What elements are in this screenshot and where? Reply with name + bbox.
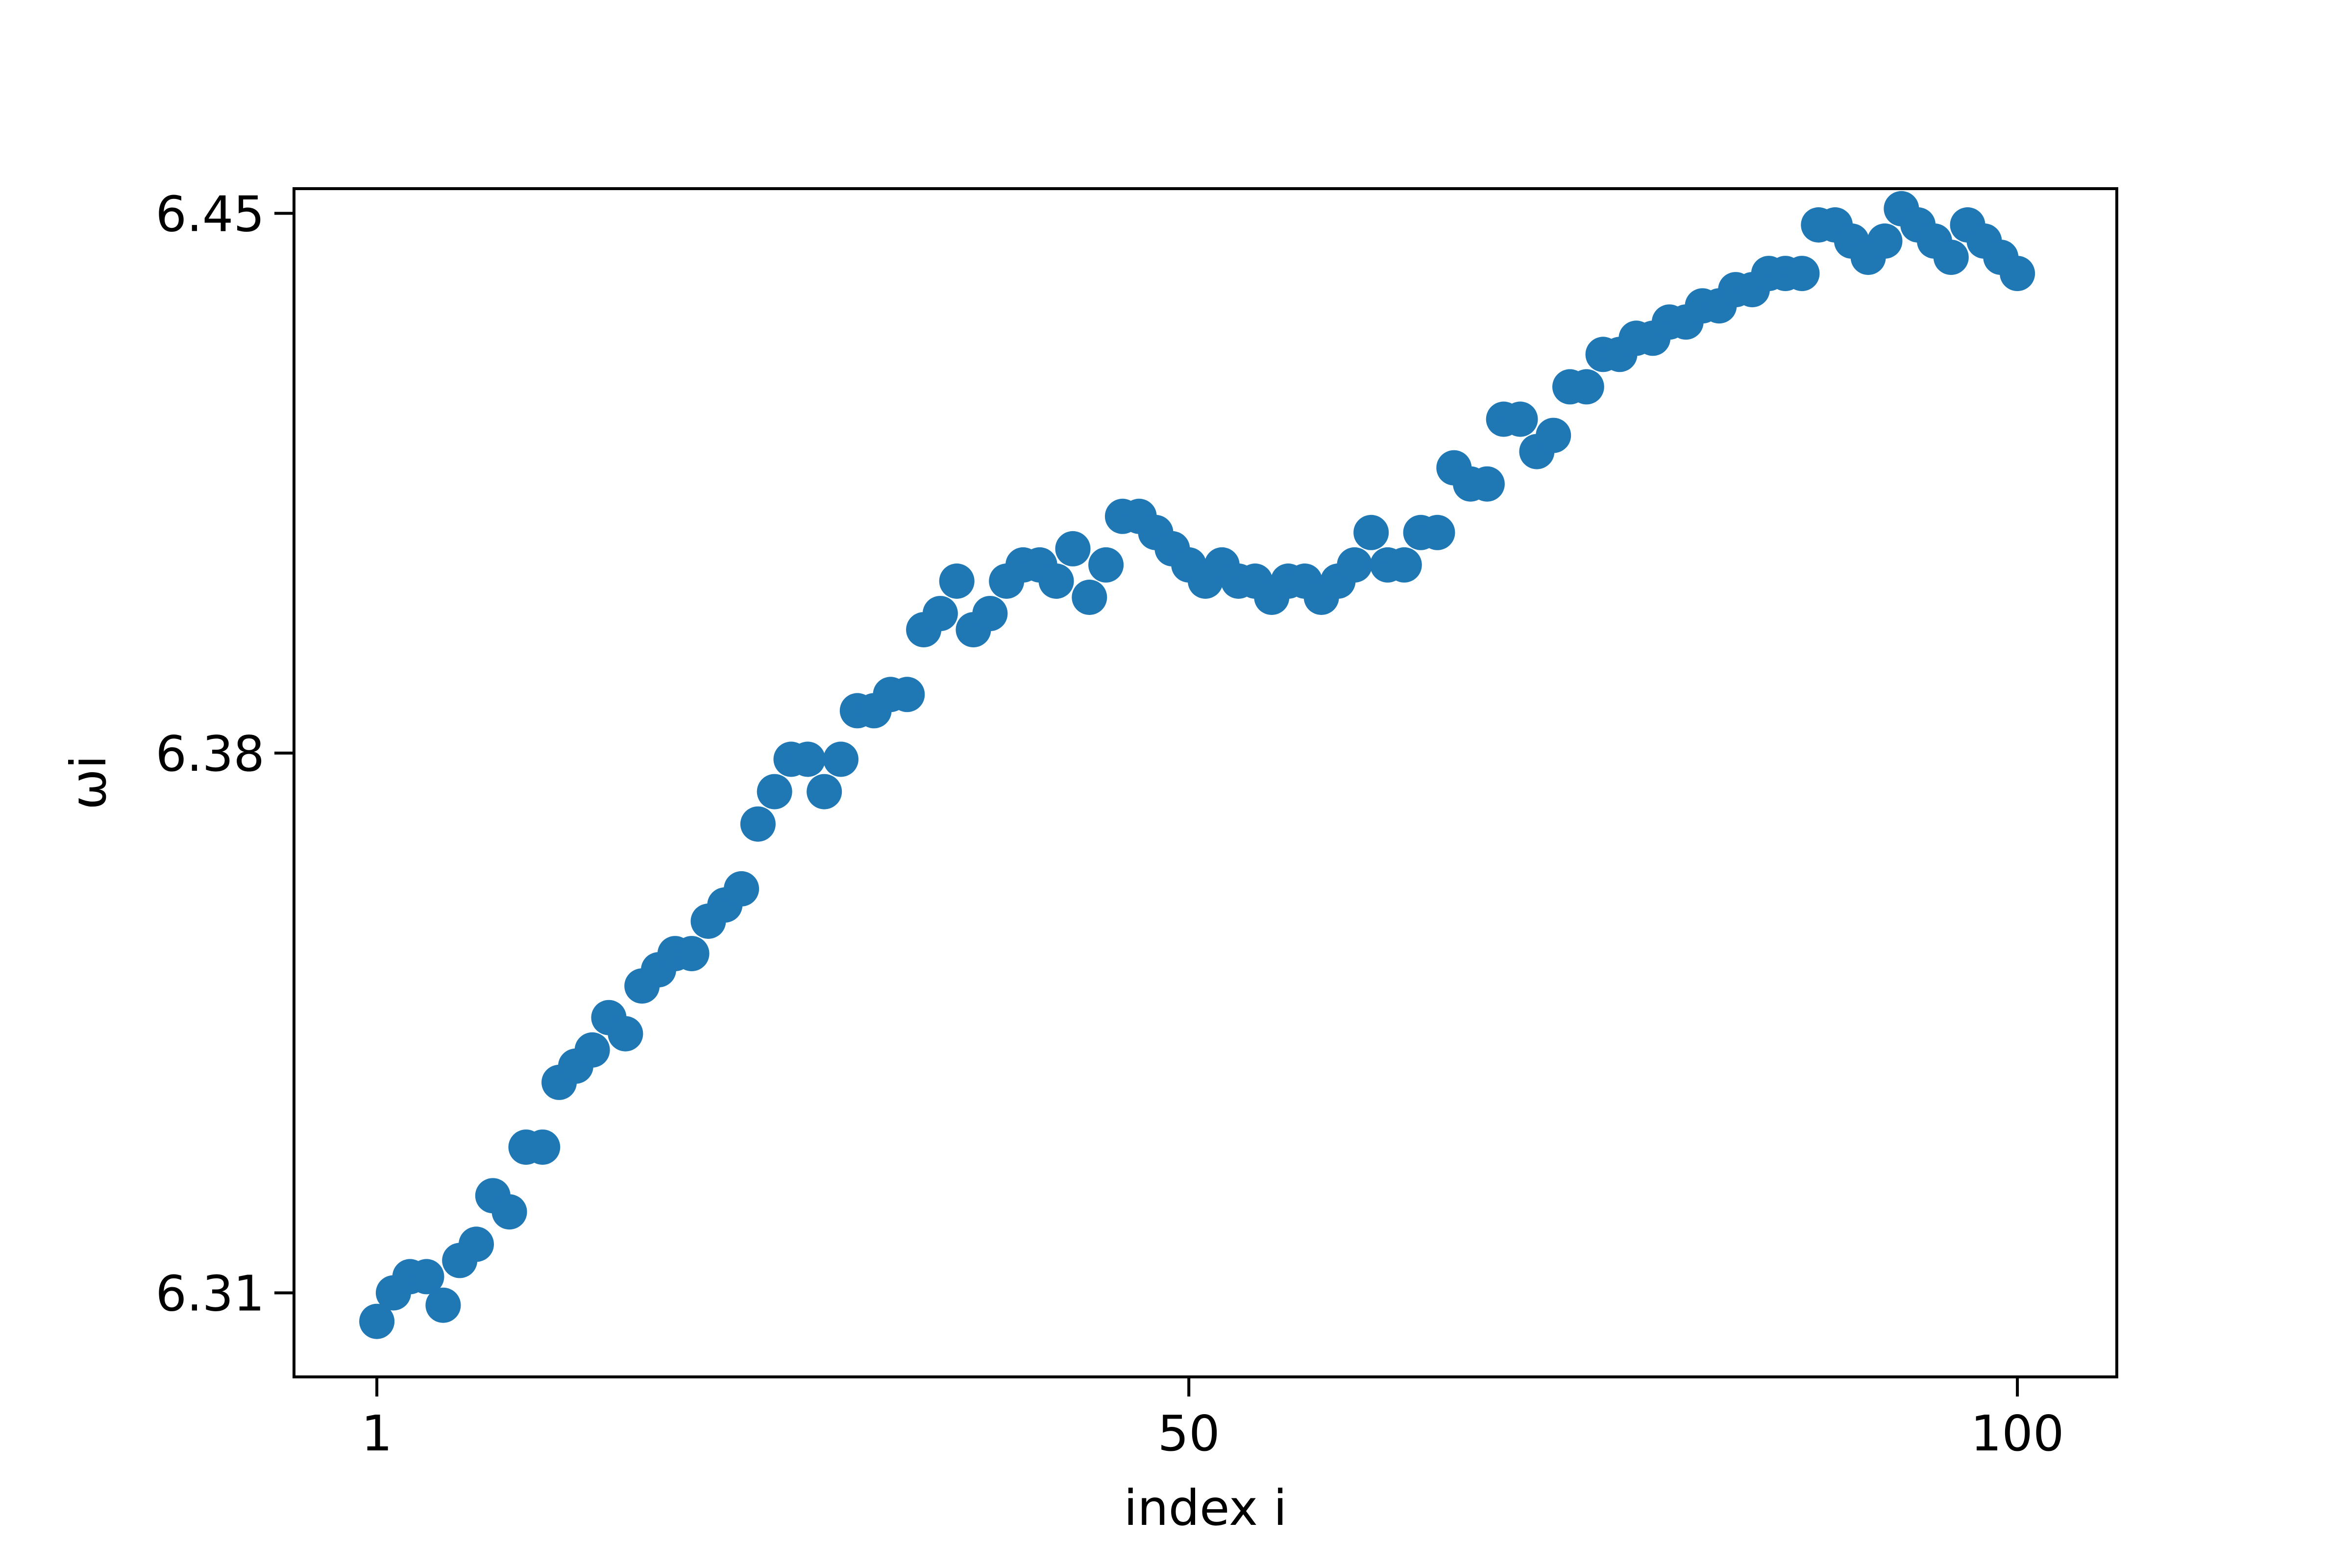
data-point-36 (939, 564, 975, 599)
data-point-14 (574, 1032, 610, 1068)
plot-frame (293, 187, 2118, 1378)
x-tick-label: 50 (1158, 1405, 1220, 1462)
x-axis-label: index i (1124, 1479, 1287, 1537)
y-tick-label: 6.31 (155, 1265, 265, 1322)
y-tick-label: 6.45 (155, 185, 265, 243)
data-point-29 (823, 741, 858, 777)
data-point-68 (1469, 466, 1505, 502)
data-point-42 (1038, 564, 1074, 599)
y-axis-label: ωi (60, 755, 117, 810)
data-point-87 (1784, 256, 1820, 292)
data-point-7 (459, 1226, 494, 1262)
data-point-61 (1353, 514, 1389, 550)
data-point-33 (889, 677, 925, 712)
x-axis-ticks: 1 50 100 (361, 1377, 2064, 1462)
y-axis-ticks: 6.31 6.38 6.45 (155, 185, 294, 1322)
y-tick-label: 6.38 (155, 725, 265, 783)
data-point-28 (807, 774, 842, 809)
data-point-92 (1867, 223, 1903, 259)
data-point-44 (1072, 580, 1107, 615)
data-point-70 (1502, 401, 1538, 437)
data-point-16 (608, 1016, 643, 1052)
data-point-74 (1568, 369, 1604, 405)
data-point-43 (1055, 531, 1091, 566)
data-point-1 (359, 1303, 395, 1339)
data-point-23 (724, 871, 760, 906)
data-point-72 (1536, 417, 1571, 453)
data-point-65 (1420, 514, 1455, 550)
data-point-60 (1337, 547, 1372, 583)
data-point-24 (740, 806, 776, 842)
data-point-96 (1933, 240, 1969, 275)
data-point-27 (790, 741, 826, 777)
data-point-9 (491, 1194, 527, 1230)
data-point-20 (674, 936, 710, 972)
data-point-45 (1088, 547, 1124, 583)
x-tick-label: 100 (1971, 1405, 2064, 1462)
data-point-35 (922, 596, 958, 632)
data-point-100 (2000, 256, 2035, 292)
data-point-63 (1386, 547, 1422, 583)
data-point-11 (525, 1129, 561, 1165)
data-point-5 (425, 1287, 461, 1323)
data-point-38 (972, 596, 1008, 632)
x-tick-label: 1 (361, 1405, 392, 1462)
data-point-25 (757, 774, 792, 809)
data-points (359, 191, 2035, 1339)
data-point-4 (409, 1259, 444, 1295)
